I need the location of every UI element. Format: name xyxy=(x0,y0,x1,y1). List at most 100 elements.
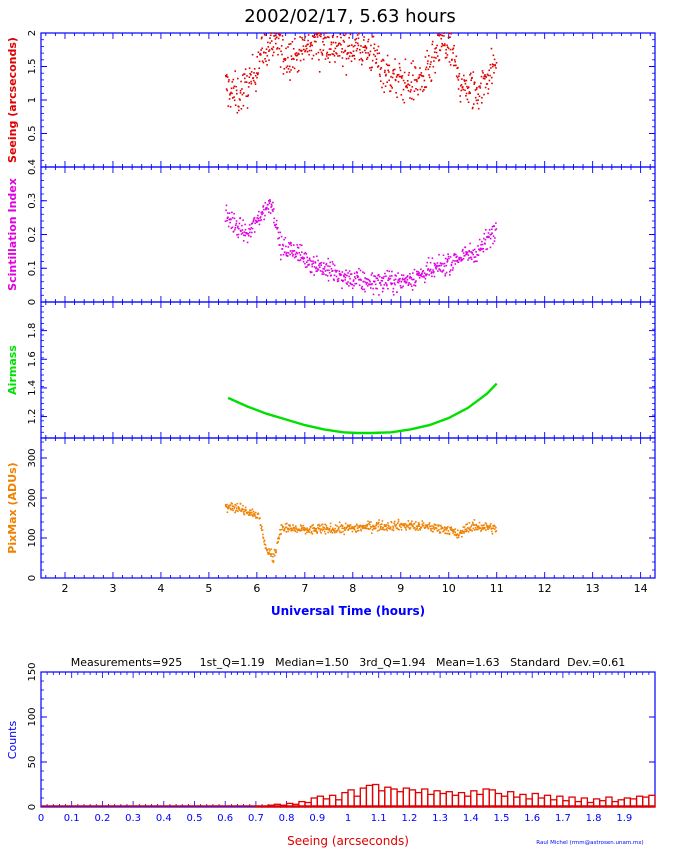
pixmax-point xyxy=(382,527,384,529)
seeing-point xyxy=(269,42,271,44)
seeing-point xyxy=(325,32,327,34)
histogram-bar xyxy=(483,789,489,807)
seeing-point xyxy=(351,61,353,63)
seeing-point xyxy=(419,74,421,76)
scintillation-point xyxy=(431,271,433,273)
scintillation-point xyxy=(303,257,305,259)
scintillation-point xyxy=(387,270,389,272)
scintillation-point xyxy=(229,222,231,224)
scintillation-point xyxy=(239,223,241,225)
pixmax-point xyxy=(320,532,322,534)
seeing-point xyxy=(251,83,253,85)
time-tick-label: 6 xyxy=(253,582,260,595)
histogram-bar xyxy=(489,790,495,807)
seeing-point xyxy=(341,51,343,53)
seeing-point xyxy=(412,60,414,62)
pixmax-point xyxy=(349,526,351,528)
scintillation-point xyxy=(348,276,350,278)
seeing-point xyxy=(451,59,453,61)
seeing-point xyxy=(430,64,432,66)
scintillation-point xyxy=(382,280,384,282)
pixmax-point xyxy=(309,529,311,531)
seeing-point xyxy=(445,52,447,54)
scintillation-point xyxy=(311,266,313,268)
histogram-bar xyxy=(366,785,372,807)
scintillation-point xyxy=(306,261,308,263)
seeing-point xyxy=(347,52,349,54)
seeing-point xyxy=(291,55,293,57)
scintillation-point xyxy=(317,260,319,262)
seeing-point xyxy=(429,66,431,68)
scintillation-point xyxy=(283,245,285,247)
seeing-point xyxy=(443,35,445,37)
pixmax-point xyxy=(445,532,447,534)
histogram-bar xyxy=(409,790,415,807)
seeing-point xyxy=(374,50,376,52)
scintillation-point xyxy=(447,258,449,260)
seeing-point xyxy=(402,75,404,77)
seeing-point xyxy=(371,67,373,69)
scintillation-point xyxy=(249,232,251,234)
scintillation-point xyxy=(268,212,270,214)
scintillation-point xyxy=(449,271,451,273)
scintillation-point xyxy=(328,280,330,282)
seeing-point xyxy=(362,60,364,62)
seeing-point xyxy=(450,64,452,66)
pixmax-point xyxy=(344,527,346,529)
scintillation-point xyxy=(241,225,243,227)
pixmax-point xyxy=(424,527,426,529)
seeing-point xyxy=(366,47,368,49)
airmass-ytick-label: 1.6 xyxy=(27,351,38,367)
pixmax-point xyxy=(276,551,278,553)
histogram-bar xyxy=(391,789,397,807)
seeing-point xyxy=(337,45,339,47)
seeing-point xyxy=(469,74,471,76)
scintillation-point xyxy=(274,218,276,220)
histogram-xtick-label: 0.7 xyxy=(248,813,264,824)
seeing-point xyxy=(375,55,377,57)
scintillation-point xyxy=(449,274,451,276)
seeing-point xyxy=(327,57,329,59)
seeing-point xyxy=(356,50,358,52)
seeing-point xyxy=(249,76,251,78)
seeing-point xyxy=(482,70,484,72)
seeing-point xyxy=(481,76,483,78)
scintillation-point xyxy=(475,256,477,258)
pixmax-point xyxy=(371,526,373,528)
seeing-point xyxy=(372,60,374,62)
seeing-point xyxy=(309,46,311,48)
scintillation-point xyxy=(283,239,285,241)
seeing-point xyxy=(318,52,320,54)
seeing-point xyxy=(479,96,481,98)
scintillation-point xyxy=(306,266,308,268)
seeing-point xyxy=(378,46,380,48)
seeing-point xyxy=(293,48,295,50)
scintillation-point xyxy=(277,227,279,229)
pixmax-point xyxy=(325,533,327,535)
pixmax-point xyxy=(273,553,275,555)
pixmax-point xyxy=(274,555,276,557)
seeing-point xyxy=(255,83,257,85)
scintillation-point xyxy=(454,260,456,262)
seeing-point xyxy=(306,48,308,50)
scintillation-point xyxy=(452,269,454,271)
seeing-point xyxy=(493,72,495,74)
scintillation-point xyxy=(308,264,310,266)
scintillation-point xyxy=(336,276,338,278)
scintillation-point xyxy=(265,202,267,204)
scintillation-point xyxy=(229,212,231,214)
pixmax-point xyxy=(342,531,344,533)
scintillation-ytick-label: 0 xyxy=(27,299,38,305)
seeing-point xyxy=(467,99,469,101)
seeing-point xyxy=(354,55,356,57)
seeing-point xyxy=(411,98,413,100)
scintillation-point xyxy=(460,257,462,259)
seeing-point xyxy=(286,71,288,73)
scintillation-point xyxy=(324,266,326,268)
pixmax-point xyxy=(452,532,454,534)
seeing-point xyxy=(406,85,408,87)
seeing-point xyxy=(226,74,228,76)
scintillation-point xyxy=(444,275,446,277)
scintillation-point xyxy=(373,294,375,296)
scintillation-point xyxy=(455,263,457,265)
